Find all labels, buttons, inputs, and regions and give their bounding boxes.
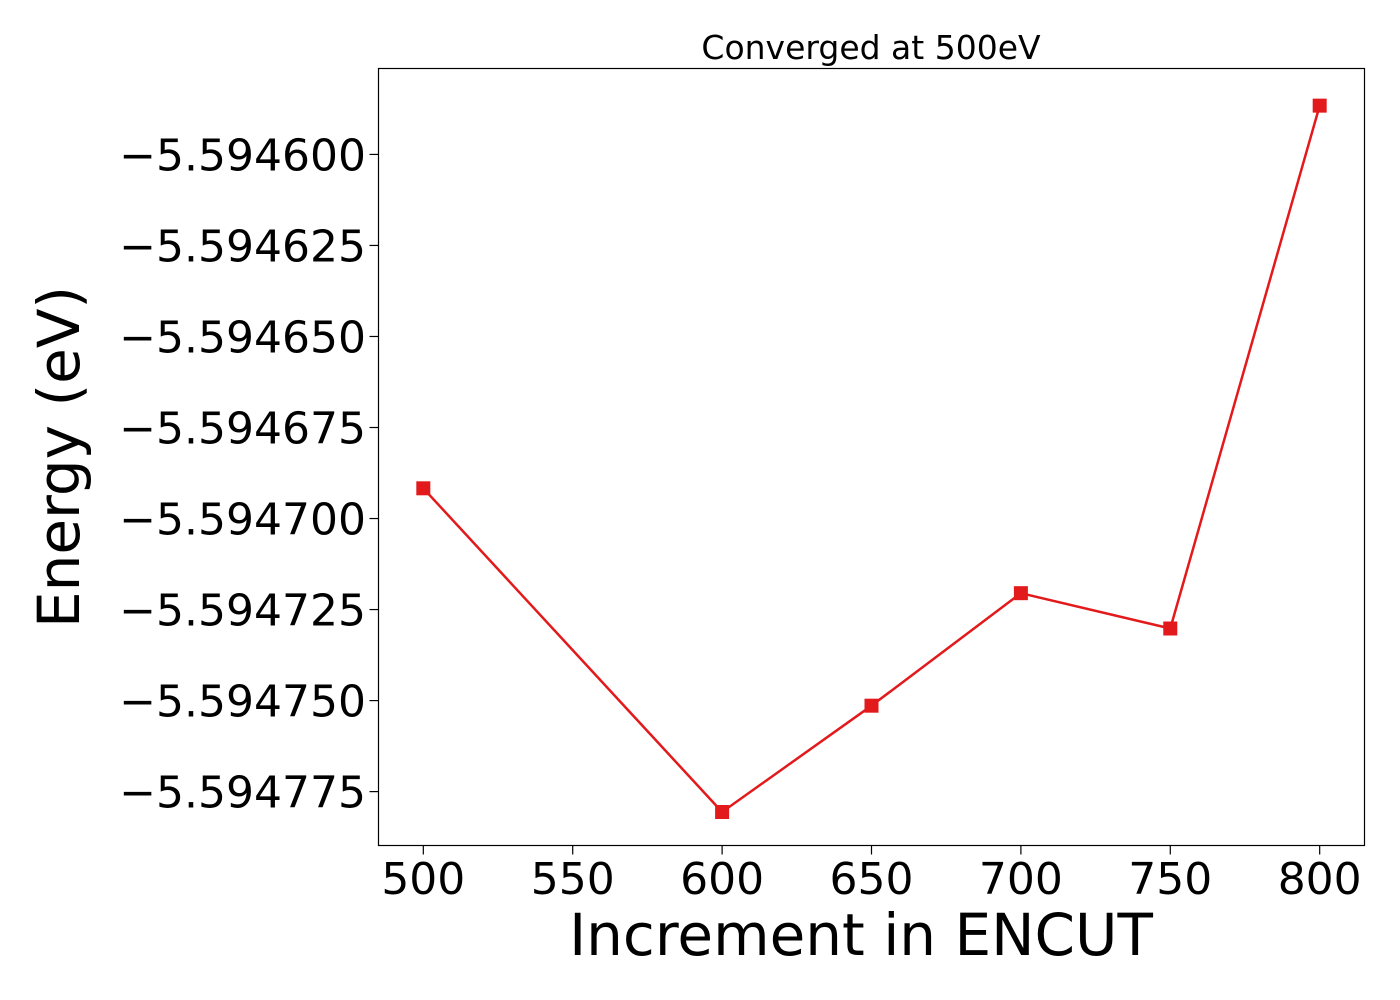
y-tick-label: −5.594625 (119, 221, 366, 272)
y-tick-label: −5.594600 (119, 130, 366, 181)
y-tick-label: −5.594700 (119, 495, 366, 546)
y-tick-label: −5.594725 (119, 586, 366, 637)
chart-title: Converged at 500eV (701, 28, 1041, 67)
x-tick-label: 500 (381, 854, 465, 905)
data-point-marker (864, 698, 879, 713)
y-tick-label: −5.594650 (119, 312, 366, 363)
x-axis-label: Increment in ENCUT (569, 901, 1153, 969)
data-point-marker (1163, 621, 1178, 636)
data-point-marker (416, 481, 431, 496)
data-point-marker (1013, 586, 1028, 601)
plot-frame (377, 67, 1366, 847)
y-tick-label: −5.594750 (119, 677, 366, 728)
x-tick-label: 550 (531, 854, 615, 905)
data-point-marker (715, 805, 730, 820)
y-tick-label: −5.594775 (119, 768, 366, 819)
x-axis-ticks: 500 550 600 650 700 750 800 (381, 845, 1362, 905)
y-tick-label: −5.594675 (119, 404, 366, 455)
series-line (422, 105, 1321, 814)
y-axis-label: Energy (eV) (25, 286, 93, 628)
x-tick-label: 700 (979, 854, 1063, 905)
x-tick-label: 750 (1128, 854, 1212, 905)
x-tick-label: 600 (680, 854, 764, 905)
x-tick-label: 800 (1278, 854, 1362, 905)
data-point-marker (1312, 98, 1327, 113)
y-axis-ticks: −5.594600 −5.594625 −5.594650 −5.594675 −5.5… (119, 130, 379, 819)
plot-series (416, 98, 1327, 820)
x-tick-label: 650 (830, 854, 914, 905)
